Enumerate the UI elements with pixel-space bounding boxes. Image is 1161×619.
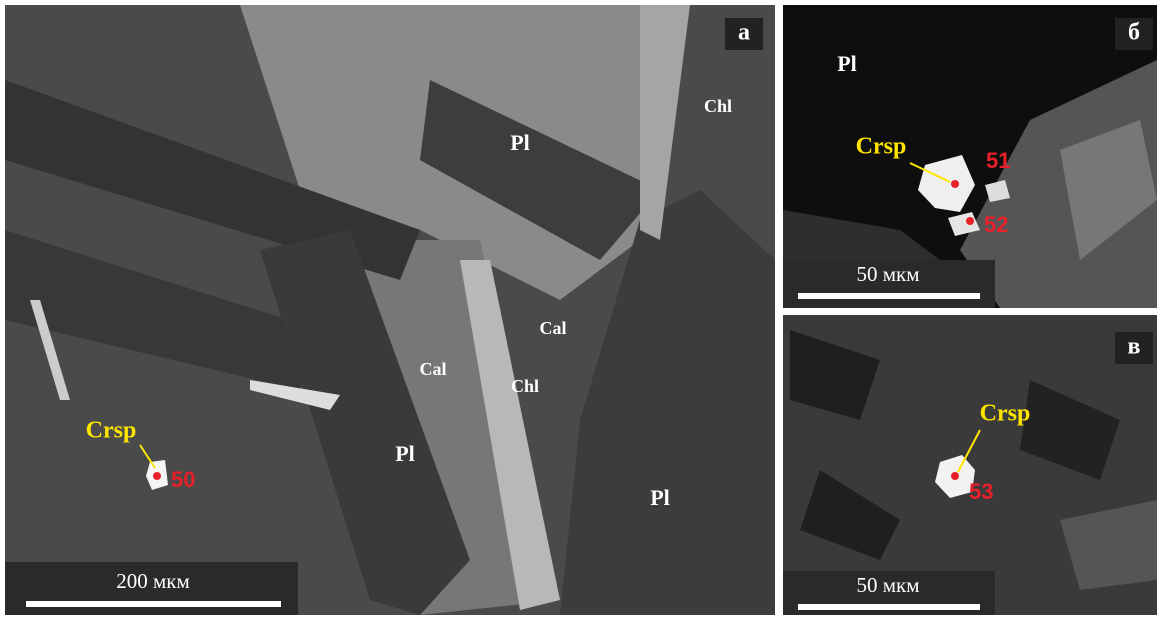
- mineral-label: Pl: [650, 485, 670, 510]
- crsp-label: Crsp: [980, 401, 1031, 427]
- scale-bar-label: 50 мкм: [856, 262, 919, 286]
- mineral-label: Cal: [540, 318, 567, 338]
- mineral-label: Cal: [420, 359, 447, 379]
- panel-letter: в: [1128, 334, 1141, 360]
- mineral-label: Chl: [704, 96, 732, 116]
- crsp-label: Crsp: [86, 418, 137, 444]
- figure: а Pl Chl Cal Cal Chl Pl Pl Crsp 50 200 м…: [0, 0, 1161, 619]
- crsp-label: Crsp: [856, 134, 907, 160]
- mineral-label: Pl: [510, 130, 530, 155]
- panel-c: [783, 315, 1157, 615]
- point-number: 51: [986, 148, 1010, 173]
- mineral-label: Chl: [511, 376, 539, 396]
- point-number: 50: [171, 467, 195, 492]
- panel-letter: б: [1128, 20, 1140, 46]
- scale-bar-label: 200 мкм: [116, 569, 190, 593]
- mineral-label: Pl: [837, 51, 857, 76]
- panel-a: [5, 5, 775, 615]
- mineral-label: Pl: [395, 441, 415, 466]
- scale-bar-label: 50 мкм: [856, 573, 919, 597]
- panel-letter: а: [738, 20, 750, 46]
- point-number: 53: [969, 479, 993, 504]
- point-number: 52: [984, 212, 1008, 237]
